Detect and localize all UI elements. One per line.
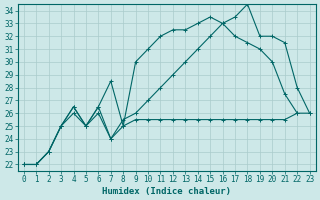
X-axis label: Humidex (Indice chaleur): Humidex (Indice chaleur) xyxy=(102,187,231,196)
